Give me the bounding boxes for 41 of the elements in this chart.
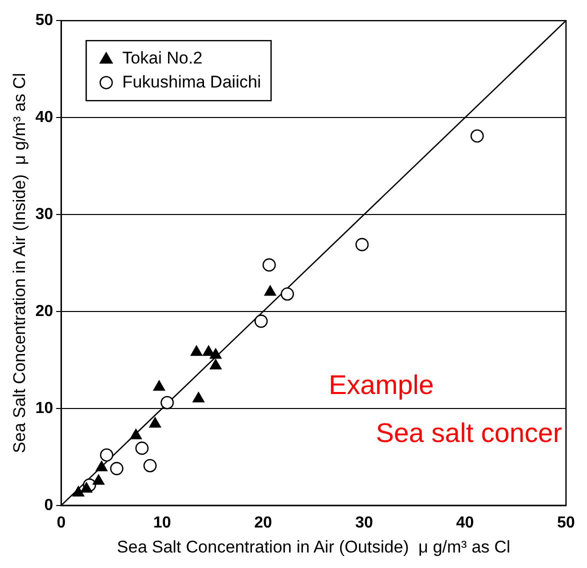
point: [72, 486, 84, 496]
point: [96, 460, 108, 472]
point: [110, 462, 124, 476]
x-tick-label: 10: [153, 514, 172, 532]
y-tick-label: 20: [35, 302, 54, 320]
point: [100, 448, 114, 462]
point: [470, 129, 484, 143]
x-tick-label: 20: [254, 514, 272, 532]
point: [262, 258, 276, 272]
point: [254, 314, 268, 328]
y-tick-label: 10: [35, 400, 54, 417]
x-tick-label: 0: [56, 514, 66, 532]
x-tick-label: 40: [456, 514, 474, 532]
point: [80, 482, 92, 493]
y-tick-label: 50: [35, 12, 54, 30]
point: [190, 346, 202, 356]
point: [143, 458, 157, 472]
y-axis-title: Sea Salt Concentration in Air (Inside) μ g/m³ as Cl: [10, 72, 29, 454]
legend-label: Tokai No.2: [122, 48, 203, 68]
point: [355, 238, 369, 252]
point: [210, 348, 222, 359]
point: [280, 287, 294, 301]
x-axis-title: Sea Salt Concentration in Air (Outside) μ g/m³ as Cl: [116, 537, 510, 556]
annotation: Example: [328, 370, 434, 400]
x-tick-label: 30: [355, 514, 374, 532]
point: [92, 474, 104, 485]
point: [149, 417, 161, 428]
point: [210, 359, 222, 370]
y-tick-label: 30: [35, 206, 54, 223]
legend-label: Fukushima Daiichi: [122, 72, 262, 92]
y-tick-label: 40: [35, 108, 54, 126]
point: [153, 380, 165, 391]
annotation: Sea salt concer: [376, 418, 562, 448]
y-tick-label: 0: [44, 496, 54, 514]
point: [264, 285, 276, 296]
point: [192, 392, 204, 402]
point: [160, 396, 174, 410]
point: [135, 442, 149, 455]
point: [202, 346, 214, 356]
x-tick-label: 50: [557, 514, 575, 532]
point: [130, 428, 142, 440]
